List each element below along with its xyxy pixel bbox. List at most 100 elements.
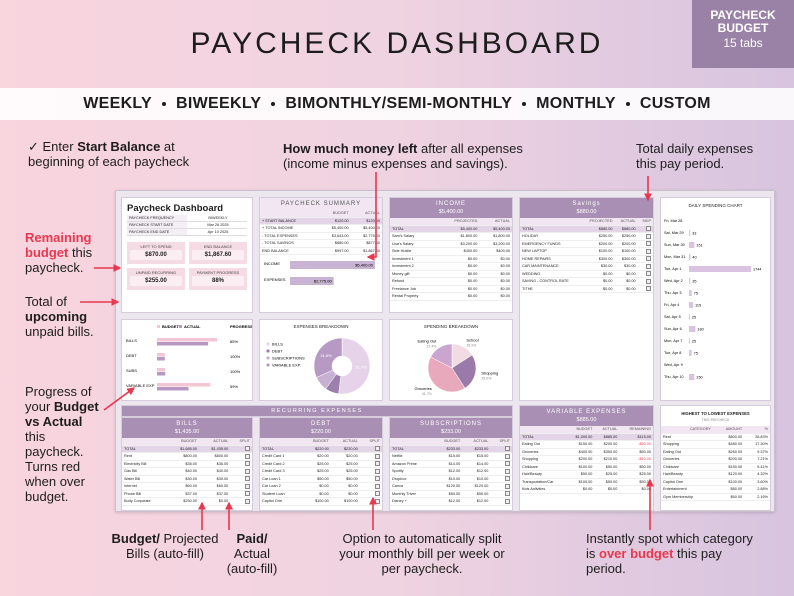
table-cell: $1,867.60 [350,247,382,255]
table-cell: Shopping [661,440,713,449]
table-cell: $100.00 [581,247,615,256]
category-label: DEBT [126,353,137,358]
card-label: END BALANCE [203,244,233,249]
table-row: EMERGENCY FUNDS $200.00 $200.00 [520,240,653,248]
checkbox-cell [230,460,252,468]
table-cell: $15.00 [462,452,491,461]
table-cell: Gas Bill [122,467,168,476]
table-cell: $50.00 [566,470,595,479]
header-row: CATEGORY AMOUNT% [661,426,770,434]
panel-amount: $220.00 [311,429,331,435]
daily-chart: Fri, Mar 28 Sat, Mar 29 33 Sun, Mar 30 151 Mo… [664,219,761,380]
table-cell: $12.00 [432,467,463,476]
checkbox [245,461,250,466]
table-row: Water Bill $30.00 $30.00 [122,475,252,483]
callout-text: Start Balance [77,139,161,154]
table-cell: $50.00 [594,463,620,471]
legend-swatch [266,356,270,360]
table-cell: $25.00 [594,470,620,479]
table-cell: $100.00 [566,463,595,471]
bar-value-label: 151 [696,244,702,248]
table-cell: $100.00 [566,478,595,486]
card-label: LEFT TO SPEND [140,244,172,249]
table-cell: Childcare [661,463,713,471]
table-cell: Capitol One [661,478,713,486]
checkbox [375,483,380,489]
table-cell: $0.00 [437,292,480,301]
callout-text: Actual (auto-fill) [226,546,278,576]
header-cell [260,438,301,446]
bar-value-label: $5,400.00 [355,263,374,268]
checkbox [505,498,510,504]
callout-text: Total daily expenses this pay period. [636,141,754,171]
legend-swatch [266,342,270,346]
table-cell: $50.00 [300,475,331,483]
table-cell: $30.00 [614,262,638,271]
table-row: Shopping $480.00 17.30% [661,440,770,449]
table-cell: $300.00 [614,255,638,263]
table-row: Hair/Beauty $50.00 $25.00 $25.00 [520,470,653,479]
table-cell: $20.00 [300,452,331,461]
panel-title: SUBSCRIPTIONS [419,421,482,427]
table-cell: $12.00 [462,467,491,476]
legend-label: DEBT [272,349,283,354]
table-cell: -$10.00 [619,455,653,464]
table-row: TOTAL $1,000.00 $885.00 $115.00 [520,433,653,441]
table-cell: - TOTAL SAVINGS [260,239,320,248]
bar [689,302,694,308]
table-cell: $350.00 [594,448,620,456]
pie-slice [313,337,343,378]
progress-label: 100% [230,354,241,359]
table-cell: $100.00 [330,497,360,506]
checkbox-cell [637,270,653,278]
legend-label: BUDGET [162,324,179,329]
panel-title: HIGHEST TO LOWEST EXPENSES [681,411,750,416]
checkbox-cell [637,262,653,271]
header-row: BUDGET ACTUAL SPLIT [260,438,382,446]
summary-bars: INCOME $5,400.00 EXPENSES $2,775.00 [264,261,375,285]
panel-header: HIGHEST TO LOWEST EXPENSES THIS PAYCHECK [661,406,770,426]
bar [689,374,695,380]
checkbox [646,286,651,291]
table-cell: $50.00 [619,448,653,456]
checkbox-cell [490,452,512,461]
checkbox [245,476,250,481]
table-cell: $0.00 [581,285,615,293]
table-row: + START BALANCE $120.00 $120.00 [260,217,382,225]
bar-value-label: 25 [692,316,696,320]
callout-text: Option to automatically split your month… [339,531,505,576]
frequency-label: CUSTOM [639,95,711,112]
budget-bar [157,383,211,387]
separator-dot [625,102,630,106]
table-row: Hair/Beauty $120.00 4.32% [661,470,770,479]
checkbox-cell [230,490,252,498]
callout: Progress of your Budget vs Actual this p… [25,384,105,504]
table-cell: $1,435.00 [198,445,231,453]
table-cell: $220.00 [330,445,360,453]
table-cell: $30.00 [198,475,231,483]
table-cell: -$50.00 [619,440,653,449]
table-cell: $50.00 [594,478,620,486]
data-table: BUDGET ACTUAL + START BALANCE $120.00 $120.0… [260,210,382,255]
checkbox [245,498,250,504]
callout: How much money left after all expenses (… [283,141,555,171]
summary-card: PAYMENT PROGRESS 88% [189,268,247,290]
table-cell: $0.00 [614,285,638,293]
bar-value-label: 75 [694,352,698,356]
callout-text: Projected Bills (auto-fill) [125,531,219,561]
table-row: Student Loan $0.00 $0.00 [260,490,382,498]
separator-dot [162,102,167,106]
checkbox [375,453,380,459]
table-cell: $50.00 [330,475,360,483]
panel-amount: $5,400.00 [438,209,464,215]
table-cell: $300.00 [581,255,615,263]
day-label: Tue, Apr 1 [664,267,681,271]
callout-text: unpaid bills. [25,324,94,339]
progress-label: 59% [230,384,238,389]
table-cell: $0.00 [437,277,480,286]
checkbox [646,233,651,239]
pie-slice [451,354,477,389]
table-cell: $14.00 [432,460,463,468]
